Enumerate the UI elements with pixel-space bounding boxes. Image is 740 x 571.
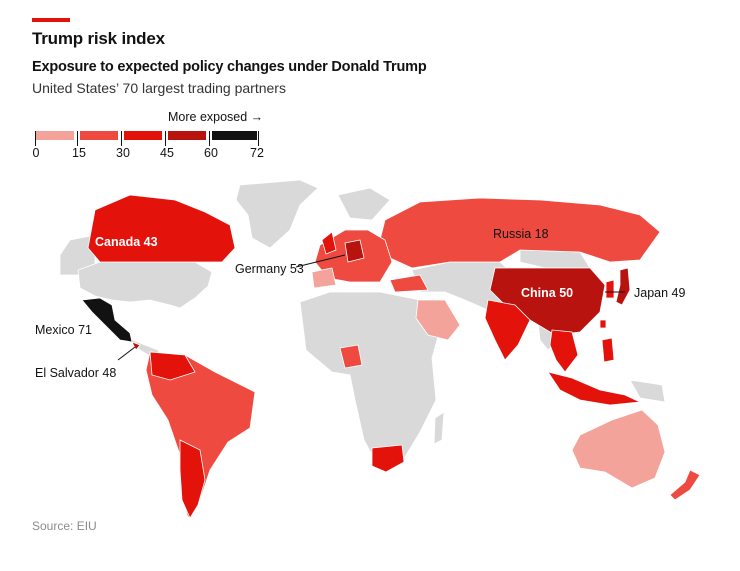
chart-subtitle: Exposure to expected policy changes unde… [32,59,427,75]
label-el-salvador: El Salvador 48 [35,366,117,380]
legend-tick-label: 0 [32,146,40,160]
legend-tick-label: 30 [116,146,130,160]
legend-bin-45-60 [168,131,206,140]
germany-leader-line [295,254,346,268]
legend-tick-label: 15 [72,146,86,160]
legend-tick-label: 45 [160,146,174,160]
source-note: Source: EIU [32,519,97,533]
country-new-zealand [669,469,701,501]
el-salvador-leader-line [117,346,136,361]
country-australia [571,409,666,489]
legend-tick [258,131,259,146]
country-mexico [81,297,133,343]
country-japan [615,267,631,306]
legend-caption: More exposed → [168,110,264,124]
label-russia: Russia 18 [493,227,549,241]
country-vietnam-thailand [549,329,579,373]
country-russia [379,197,661,269]
legend-tick [121,131,122,146]
country-colombia [149,351,196,381]
legend-tick [209,131,210,146]
country-mongolia [519,249,591,269]
legend-tick-label: 72 [250,146,264,160]
legend-tick [35,131,36,146]
country-madagascar [433,411,445,445]
label-mexico: Mexico 71 [35,323,92,337]
legend-bin-0-15 [36,131,74,140]
chart-title: Trump risk index [32,29,165,48]
legend-tick-label: 60 [204,146,218,160]
country-indonesia [547,371,642,406]
label-japan: Japan 49 [634,286,686,300]
country-uk [321,231,337,255]
country-saudi-arabia [415,299,461,341]
country-china [489,267,606,336]
country-philippines [601,337,615,363]
legend-bin-60-72 [212,131,257,140]
country-taiwan [599,319,607,329]
country-iberia [311,267,337,289]
country-png [629,379,666,403]
world-map [59,179,701,519]
country-canada [87,194,236,263]
country-turkey [389,274,429,293]
country-south-america [145,351,256,519]
country-el-salvador [131,341,141,351]
country-scandinavia [337,187,391,221]
label-china: China 50 [521,286,574,300]
country-germany [344,239,365,263]
country-greenland [235,179,319,249]
country-korea [605,279,615,299]
country-africa [299,291,443,467]
country-india [484,299,531,361]
label-canada: Canada 43 [95,235,158,249]
brand-accent-bar [32,18,70,22]
legend-tick [77,131,78,146]
legend-tick [165,131,166,146]
legend-bin-30-45 [124,131,162,140]
country-nigeria [339,344,363,369]
label-germany: Germany 53 [235,262,304,276]
country-argentina [179,439,206,519]
chart-description: United States’ 70 largest trading partne… [32,80,286,96]
legend-bin-15-30 [80,131,118,140]
country-south-africa [371,444,405,473]
